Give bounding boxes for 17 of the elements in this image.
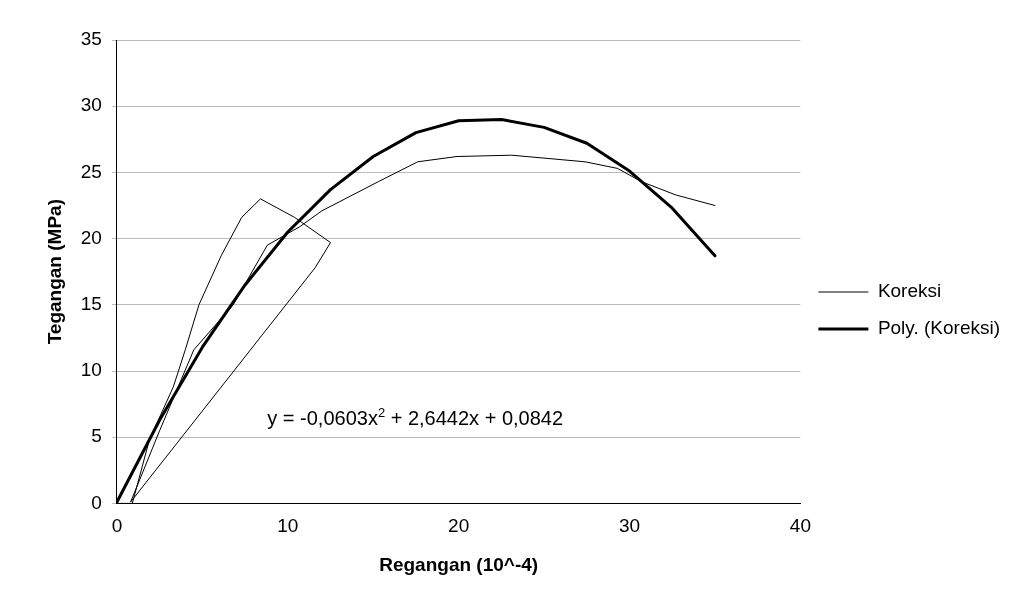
y-tick-label: 30 (80, 94, 102, 116)
y-tick-label: 25 (80, 160, 102, 182)
y-tick-label: 35 (80, 28, 102, 50)
y-tick-label: 15 (80, 293, 102, 315)
y-tick-label: 0 (91, 491, 102, 513)
x-axis-title: Regangan (10^-4) (379, 553, 539, 575)
x-tick-label: 20 (448, 515, 470, 537)
legend-label: Koreksi (877, 280, 942, 302)
y-tick-label: 10 (80, 359, 102, 381)
x-tick-label: 0 (111, 515, 123, 537)
y-tick-label: 5 (91, 425, 102, 447)
x-tick-label: 40 (789, 515, 811, 537)
y-axis-title: Tegangan (MPa) (43, 199, 65, 345)
y-tick-label: 20 (80, 226, 102, 248)
x-tick-label: 30 (618, 515, 641, 537)
x-tick-label: 10 (277, 515, 299, 537)
legend-label: Poly. (Koreksi) (877, 317, 1001, 339)
